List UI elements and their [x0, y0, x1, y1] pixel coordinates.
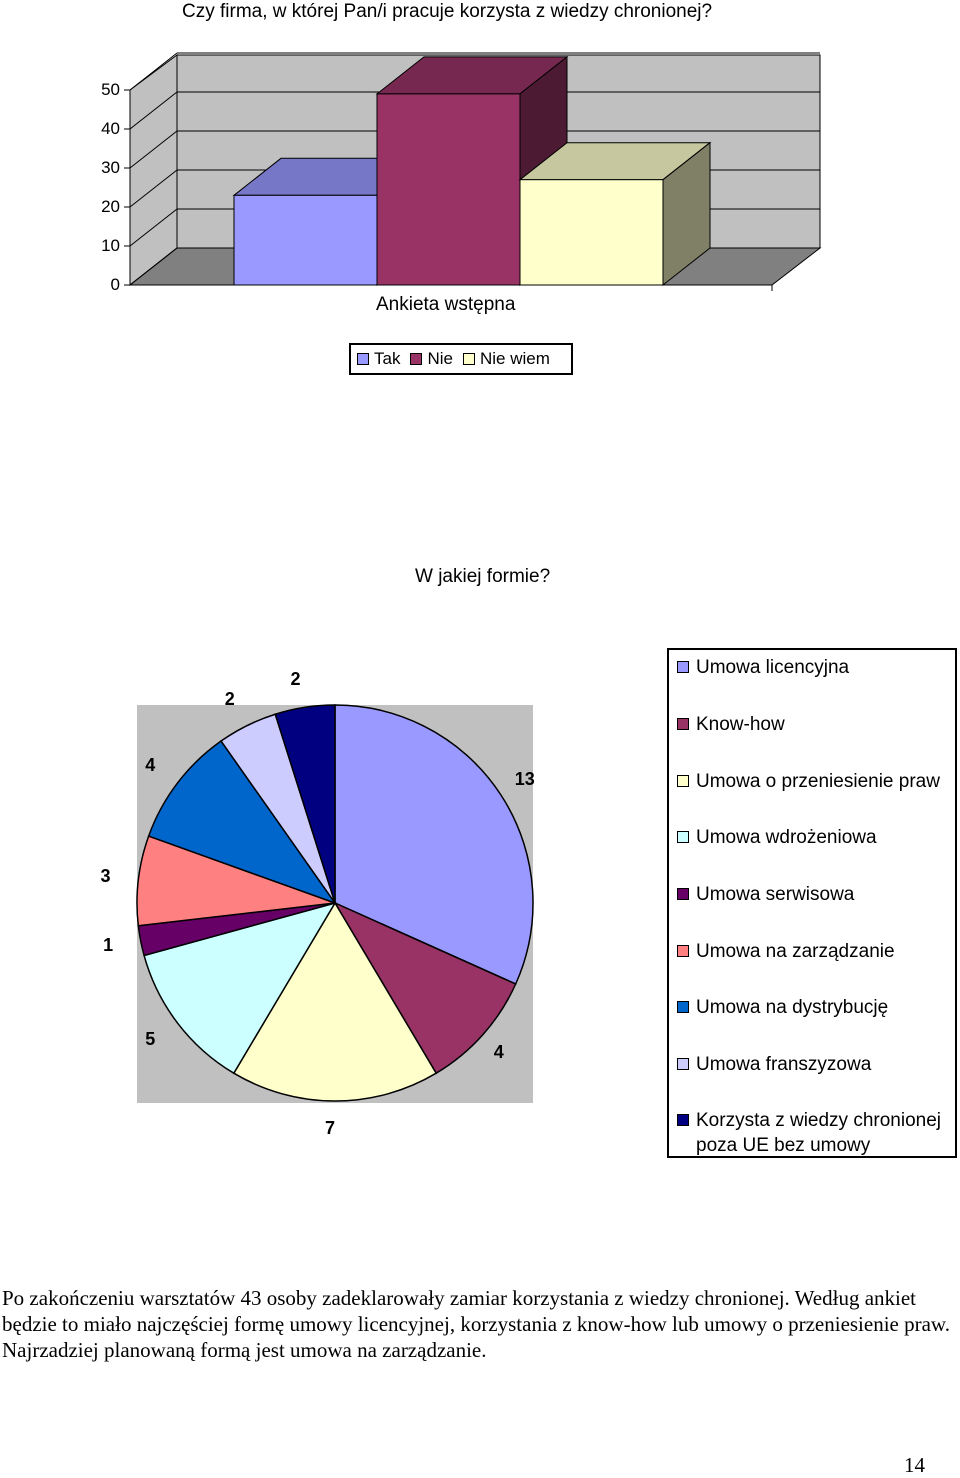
side-wall	[129, 54, 178, 287]
pie-data-label: 7	[325, 1118, 336, 1138]
pie-data-label: 4	[145, 754, 156, 775]
page-number: 14	[904, 1453, 925, 1477]
y-tick-label: 50	[101, 80, 120, 99]
legend-label: Umowa na zarządzanie	[696, 941, 895, 962]
legend-item-tak: Tak	[357, 349, 400, 369]
legend-label: Umowa franszyzowa	[696, 1054, 872, 1075]
legend-swatch	[677, 775, 689, 787]
pie-data-label: 2	[290, 668, 301, 689]
legend-item: Umowa franszyzowa	[677, 1052, 871, 1077]
pie-slice	[274, 704, 336, 904]
y-tick-label: 20	[101, 197, 120, 216]
legend-item: Korzysta z wiedzy chronionej poza UE bez…	[677, 1108, 947, 1158]
legend-label: Know-how	[696, 714, 785, 735]
x-category-label: Ankieta wstępna	[376, 294, 516, 315]
legend-swatch	[677, 831, 689, 843]
legend-swatch	[677, 945, 689, 957]
legend-swatch	[677, 1058, 689, 1070]
legend-swatch	[677, 718, 689, 730]
legend-item-nie-wiem: Nie wiem	[462, 349, 550, 369]
pie-slice	[232, 901, 438, 1102]
legend-swatch	[677, 1114, 689, 1126]
legend-item: Know-how	[677, 712, 785, 737]
y-tick-label: 10	[101, 236, 120, 255]
pie-data-label: 3	[100, 866, 111, 887]
legend-label: Umowa serwisowa	[696, 884, 855, 905]
pie-slice	[333, 901, 517, 1075]
legend-item: Umowa na zarządzanie	[677, 939, 895, 964]
legend-label: Tak	[374, 349, 401, 368]
y-tick-label: 30	[101, 158, 120, 177]
legend-label: Korzysta z wiedzy chronionej poza UE bez…	[696, 1110, 941, 1156]
legend-swatch	[357, 353, 369, 365]
gridline	[129, 130, 178, 169]
bar-nie-wiem	[518, 141, 712, 287]
pie-data-label: 13	[514, 769, 535, 790]
y-tick-label: 40	[101, 119, 120, 138]
legend-label: Umowa wdrożeniowa	[696, 827, 877, 848]
gridline	[129, 208, 178, 247]
pie-data-label: 2	[224, 689, 235, 710]
legend-swatch	[410, 353, 423, 365]
gridline	[129, 91, 178, 130]
legend-item: Umowa licencyjna	[677, 655, 849, 680]
legend-swatch	[677, 1001, 689, 1013]
pie-data-label: 1	[103, 935, 114, 956]
bar-chart-title: Czy firma, w której Pan/i pracuje korzys…	[182, 1, 713, 22]
legend-label: Nie	[427, 349, 453, 368]
legend-item-nie: Nie	[410, 349, 453, 369]
pie-data-label: 4	[493, 1042, 504, 1063]
pie-data-label: 5	[145, 1029, 156, 1049]
pie-slice	[334, 704, 534, 985]
pie-slice	[147, 740, 337, 905]
legend-label: Umowa o przeniesienie praw	[696, 771, 940, 792]
pie-chart	[136, 704, 534, 1103]
legend-item: Umowa o przeniesienie praw	[677, 769, 940, 794]
gridline	[129, 247, 178, 286]
legend-item: Umowa na dystrybucję	[677, 995, 888, 1020]
legend-swatch	[462, 353, 475, 365]
pie-legend: Umowa licencyjna Know-how Umowa o przeni…	[667, 648, 957, 1158]
legend-swatch	[677, 888, 689, 900]
legend-label: Nie wiem	[479, 349, 550, 368]
pie-slice	[143, 901, 337, 1075]
legend-label: Umowa na dystrybucję	[696, 997, 889, 1018]
y-tick-label: 0	[110, 275, 120, 294]
legend-item: Umowa serwisowa	[677, 882, 854, 907]
gridline	[129, 52, 178, 91]
gridline	[129, 169, 178, 208]
legend-swatch	[677, 661, 689, 673]
pie-chart-title: W jakiej formie?	[415, 566, 551, 587]
legend-label: Umowa licencyjna	[696, 657, 850, 678]
bar-legend: Tak Nie Nie wiem	[349, 343, 573, 375]
body-paragraph: Po zakończeniu warsztatów 43 osoby zadek…	[2, 1286, 950, 1362]
legend-item: Umowa wdrożeniowa	[677, 825, 877, 850]
bar-chart	[124, 52, 822, 291]
